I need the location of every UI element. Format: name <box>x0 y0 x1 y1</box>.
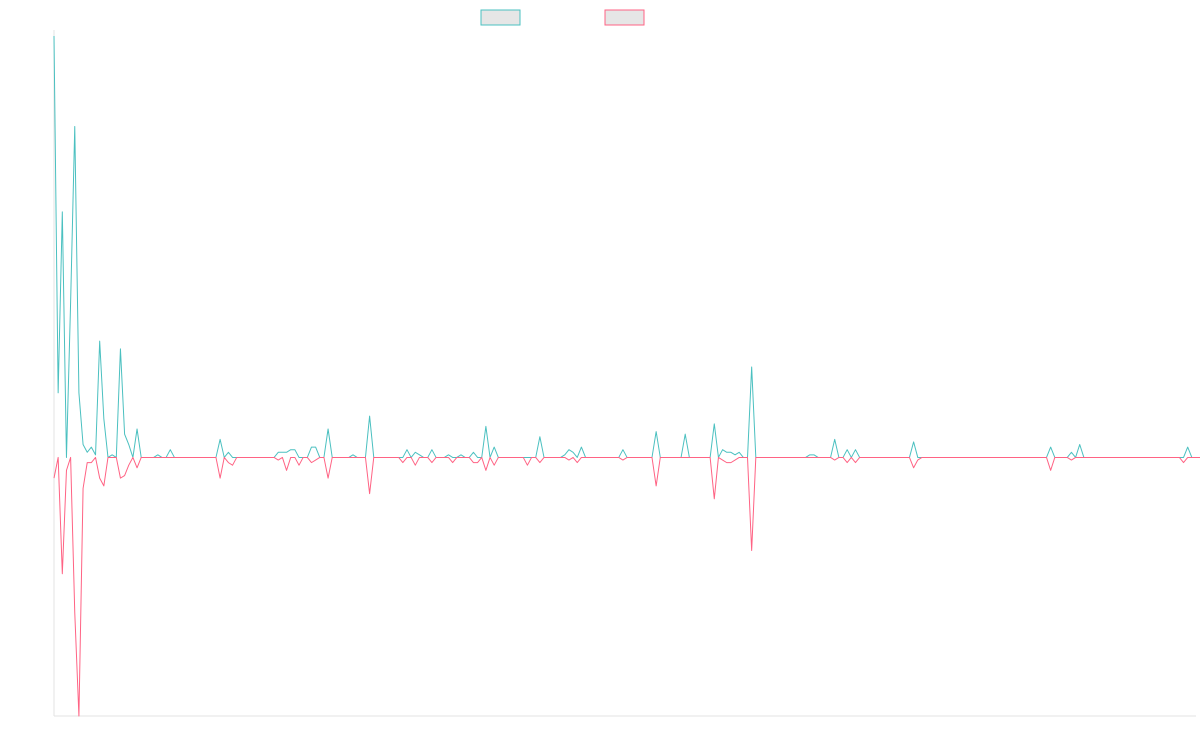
series-layer <box>53 35 1200 717</box>
series-1-line <box>53 35 1200 458</box>
legend-swatch-series-2[interactable] <box>604 9 645 26</box>
legend-swatch-series-1[interactable] <box>480 9 521 26</box>
series-2-line <box>53 456 1200 717</box>
plot-area <box>53 30 1200 717</box>
legend <box>480 9 645 26</box>
